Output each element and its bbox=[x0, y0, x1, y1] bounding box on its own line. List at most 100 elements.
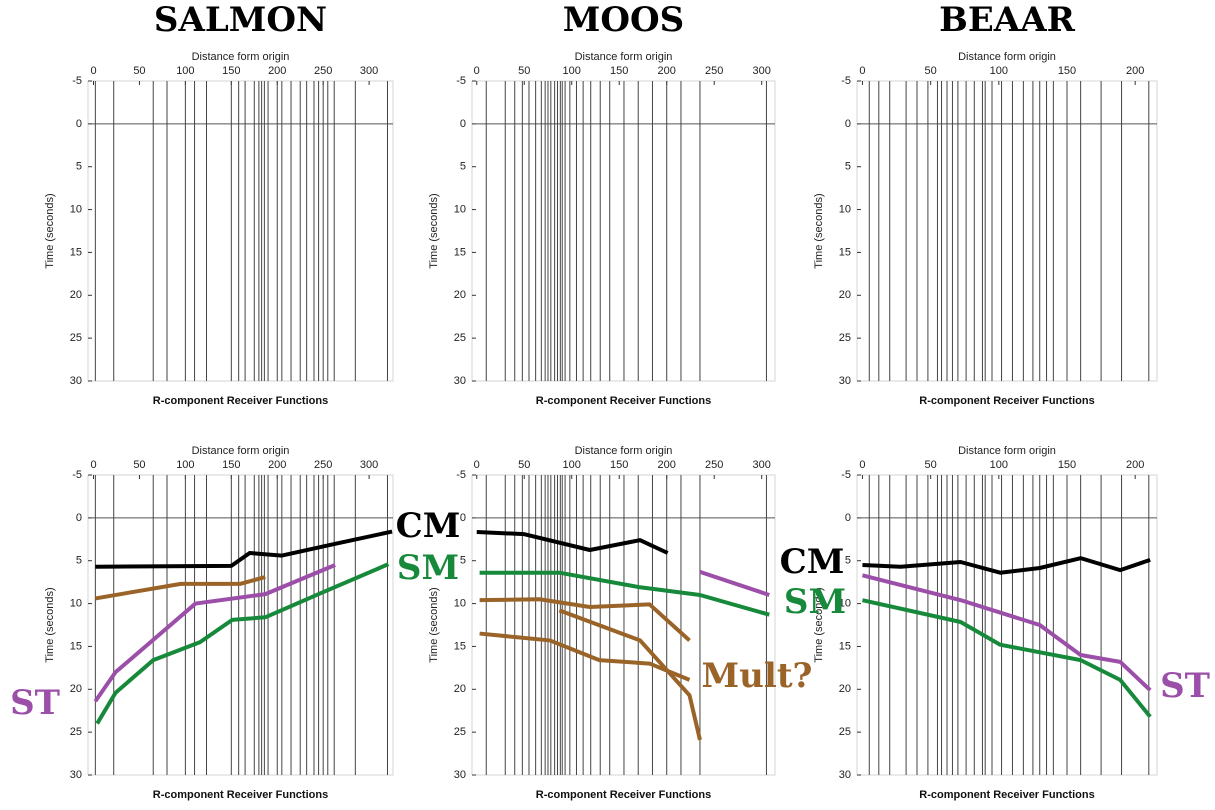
x-tick-label: 200 bbox=[268, 65, 286, 77]
interpretation-line bbox=[558, 608, 702, 741]
axes-frame bbox=[87, 474, 394, 776]
interpretation-line bbox=[95, 575, 266, 601]
y-tick-label: 10 bbox=[70, 597, 82, 609]
y-tick-label: 30 bbox=[70, 375, 82, 387]
interpretation-line bbox=[93, 563, 336, 703]
footer-label: R-component Receiver Functions bbox=[536, 789, 711, 801]
y-tick-label: 25 bbox=[70, 726, 82, 738]
x-axis-label: Distance form origin bbox=[958, 51, 1056, 63]
y-tick-label: 15 bbox=[839, 640, 851, 652]
interpretation-line bbox=[95, 529, 393, 569]
y-tick-label: 0 bbox=[460, 512, 466, 524]
footer-label: R-component Receiver Functions bbox=[536, 395, 711, 407]
y-axis-label: Time (seconds) bbox=[428, 587, 440, 662]
x-tick-label: 150 bbox=[1058, 65, 1076, 77]
y-axis-label: Time (seconds) bbox=[428, 193, 440, 268]
axes-frame bbox=[856, 80, 1158, 382]
interpretation-line bbox=[861, 573, 1152, 692]
line-label: CM bbox=[396, 506, 461, 546]
y-tick-label: 0 bbox=[845, 512, 851, 524]
y-tick-label: 10 bbox=[70, 203, 82, 215]
y-tick-label: 0 bbox=[76, 512, 82, 524]
x-tick-label: 200 bbox=[658, 65, 676, 77]
y-tick-label: 30 bbox=[70, 769, 82, 781]
y-tick-label: -5 bbox=[841, 469, 851, 481]
footer-label: R-component Receiver Functions bbox=[919, 789, 1094, 801]
y-tick-label: 25 bbox=[454, 332, 466, 344]
y-tick-label: 10 bbox=[839, 597, 851, 609]
x-tick-label: 0 bbox=[859, 459, 865, 471]
y-tick-label: -5 bbox=[841, 75, 851, 87]
y-tick-label: -5 bbox=[456, 75, 466, 87]
x-tick-label: 300 bbox=[753, 459, 771, 471]
y-tick-label: 5 bbox=[845, 555, 851, 567]
y-tick-label: 15 bbox=[839, 246, 851, 258]
x-tick-label: 200 bbox=[268, 459, 286, 471]
y-tick-label: -5 bbox=[456, 469, 466, 481]
line-label: Mult? bbox=[702, 656, 813, 696]
interpretation-line bbox=[479, 570, 770, 617]
interpretation-line bbox=[862, 598, 1152, 718]
x-tick-label: 200 bbox=[658, 459, 676, 471]
interpretation-line bbox=[479, 631, 691, 682]
x-tick-label: 150 bbox=[222, 459, 240, 471]
x-tick-label: 200 bbox=[1126, 459, 1144, 471]
y-axis-label: Time (seconds) bbox=[44, 193, 56, 268]
column-title: BEAAR bbox=[939, 0, 1075, 40]
line-label: ST bbox=[10, 683, 60, 723]
axes-frame bbox=[87, 80, 394, 382]
x-axis-label: Distance form origin bbox=[958, 445, 1056, 457]
x-tick-label: 300 bbox=[360, 459, 378, 471]
x-tick-label: 50 bbox=[925, 65, 937, 77]
x-tick-label: 50 bbox=[518, 459, 530, 471]
x-tick-label: 0 bbox=[474, 459, 480, 471]
x-tick-label: 250 bbox=[705, 65, 723, 77]
column-title: SALMON bbox=[154, 0, 327, 40]
x-tick-label: 0 bbox=[90, 65, 96, 77]
panel: Distance form origin Time (seconds) R-comp… bbox=[44, 445, 394, 801]
y-tick-label: 0 bbox=[76, 118, 82, 130]
x-tick-label: 150 bbox=[222, 65, 240, 77]
footer-label: R-component Receiver Functions bbox=[153, 395, 328, 407]
panel: Distance form origin Time (seconds) R-comp… bbox=[813, 445, 1158, 801]
panel: BEAAR Distance form origin Time (seconds) R… bbox=[813, 0, 1158, 407]
y-tick-label: 20 bbox=[70, 289, 82, 301]
y-tick-label: 15 bbox=[70, 246, 82, 258]
x-tick-label: 300 bbox=[753, 65, 771, 77]
interpretation-line bbox=[479, 597, 691, 642]
y-axis-label: Time (seconds) bbox=[813, 587, 825, 662]
y-tick-label: 15 bbox=[454, 246, 466, 258]
y-tick-label: 25 bbox=[839, 332, 851, 344]
interpretation-line bbox=[95, 562, 390, 725]
y-tick-label: 20 bbox=[839, 289, 851, 301]
y-tick-label: 20 bbox=[839, 683, 851, 695]
y-tick-label: 25 bbox=[454, 726, 466, 738]
interpretation-line bbox=[862, 556, 1151, 575]
x-tick-label: 50 bbox=[133, 65, 145, 77]
x-tick-label: 0 bbox=[90, 459, 96, 471]
x-tick-label: 100 bbox=[176, 65, 194, 77]
y-tick-label: 5 bbox=[460, 555, 466, 567]
y-tick-label: 20 bbox=[454, 683, 466, 695]
y-tick-label: 30 bbox=[454, 769, 466, 781]
interpretation-line bbox=[476, 530, 669, 555]
x-tick-label: 50 bbox=[925, 459, 937, 471]
axes-frame bbox=[856, 474, 1158, 776]
x-tick-label: 50 bbox=[518, 65, 530, 77]
y-tick-label: -5 bbox=[72, 469, 82, 481]
y-tick-label: 30 bbox=[454, 375, 466, 387]
x-tick-label: 150 bbox=[1058, 459, 1076, 471]
footer-label: R-component Receiver Functions bbox=[919, 395, 1094, 407]
x-tick-label: 50 bbox=[133, 459, 145, 471]
y-tick-label: 30 bbox=[839, 375, 851, 387]
y-tick-label: 25 bbox=[839, 726, 851, 738]
line-label: SM bbox=[784, 582, 846, 622]
x-tick-label: 0 bbox=[474, 65, 480, 77]
panel: SALMON Distance form origin Time (seconds)… bbox=[44, 0, 394, 407]
line-label: CM bbox=[780, 542, 845, 582]
y-tick-label: 15 bbox=[70, 640, 82, 652]
y-tick-label: 30 bbox=[839, 769, 851, 781]
y-tick-label: 5 bbox=[76, 161, 82, 173]
